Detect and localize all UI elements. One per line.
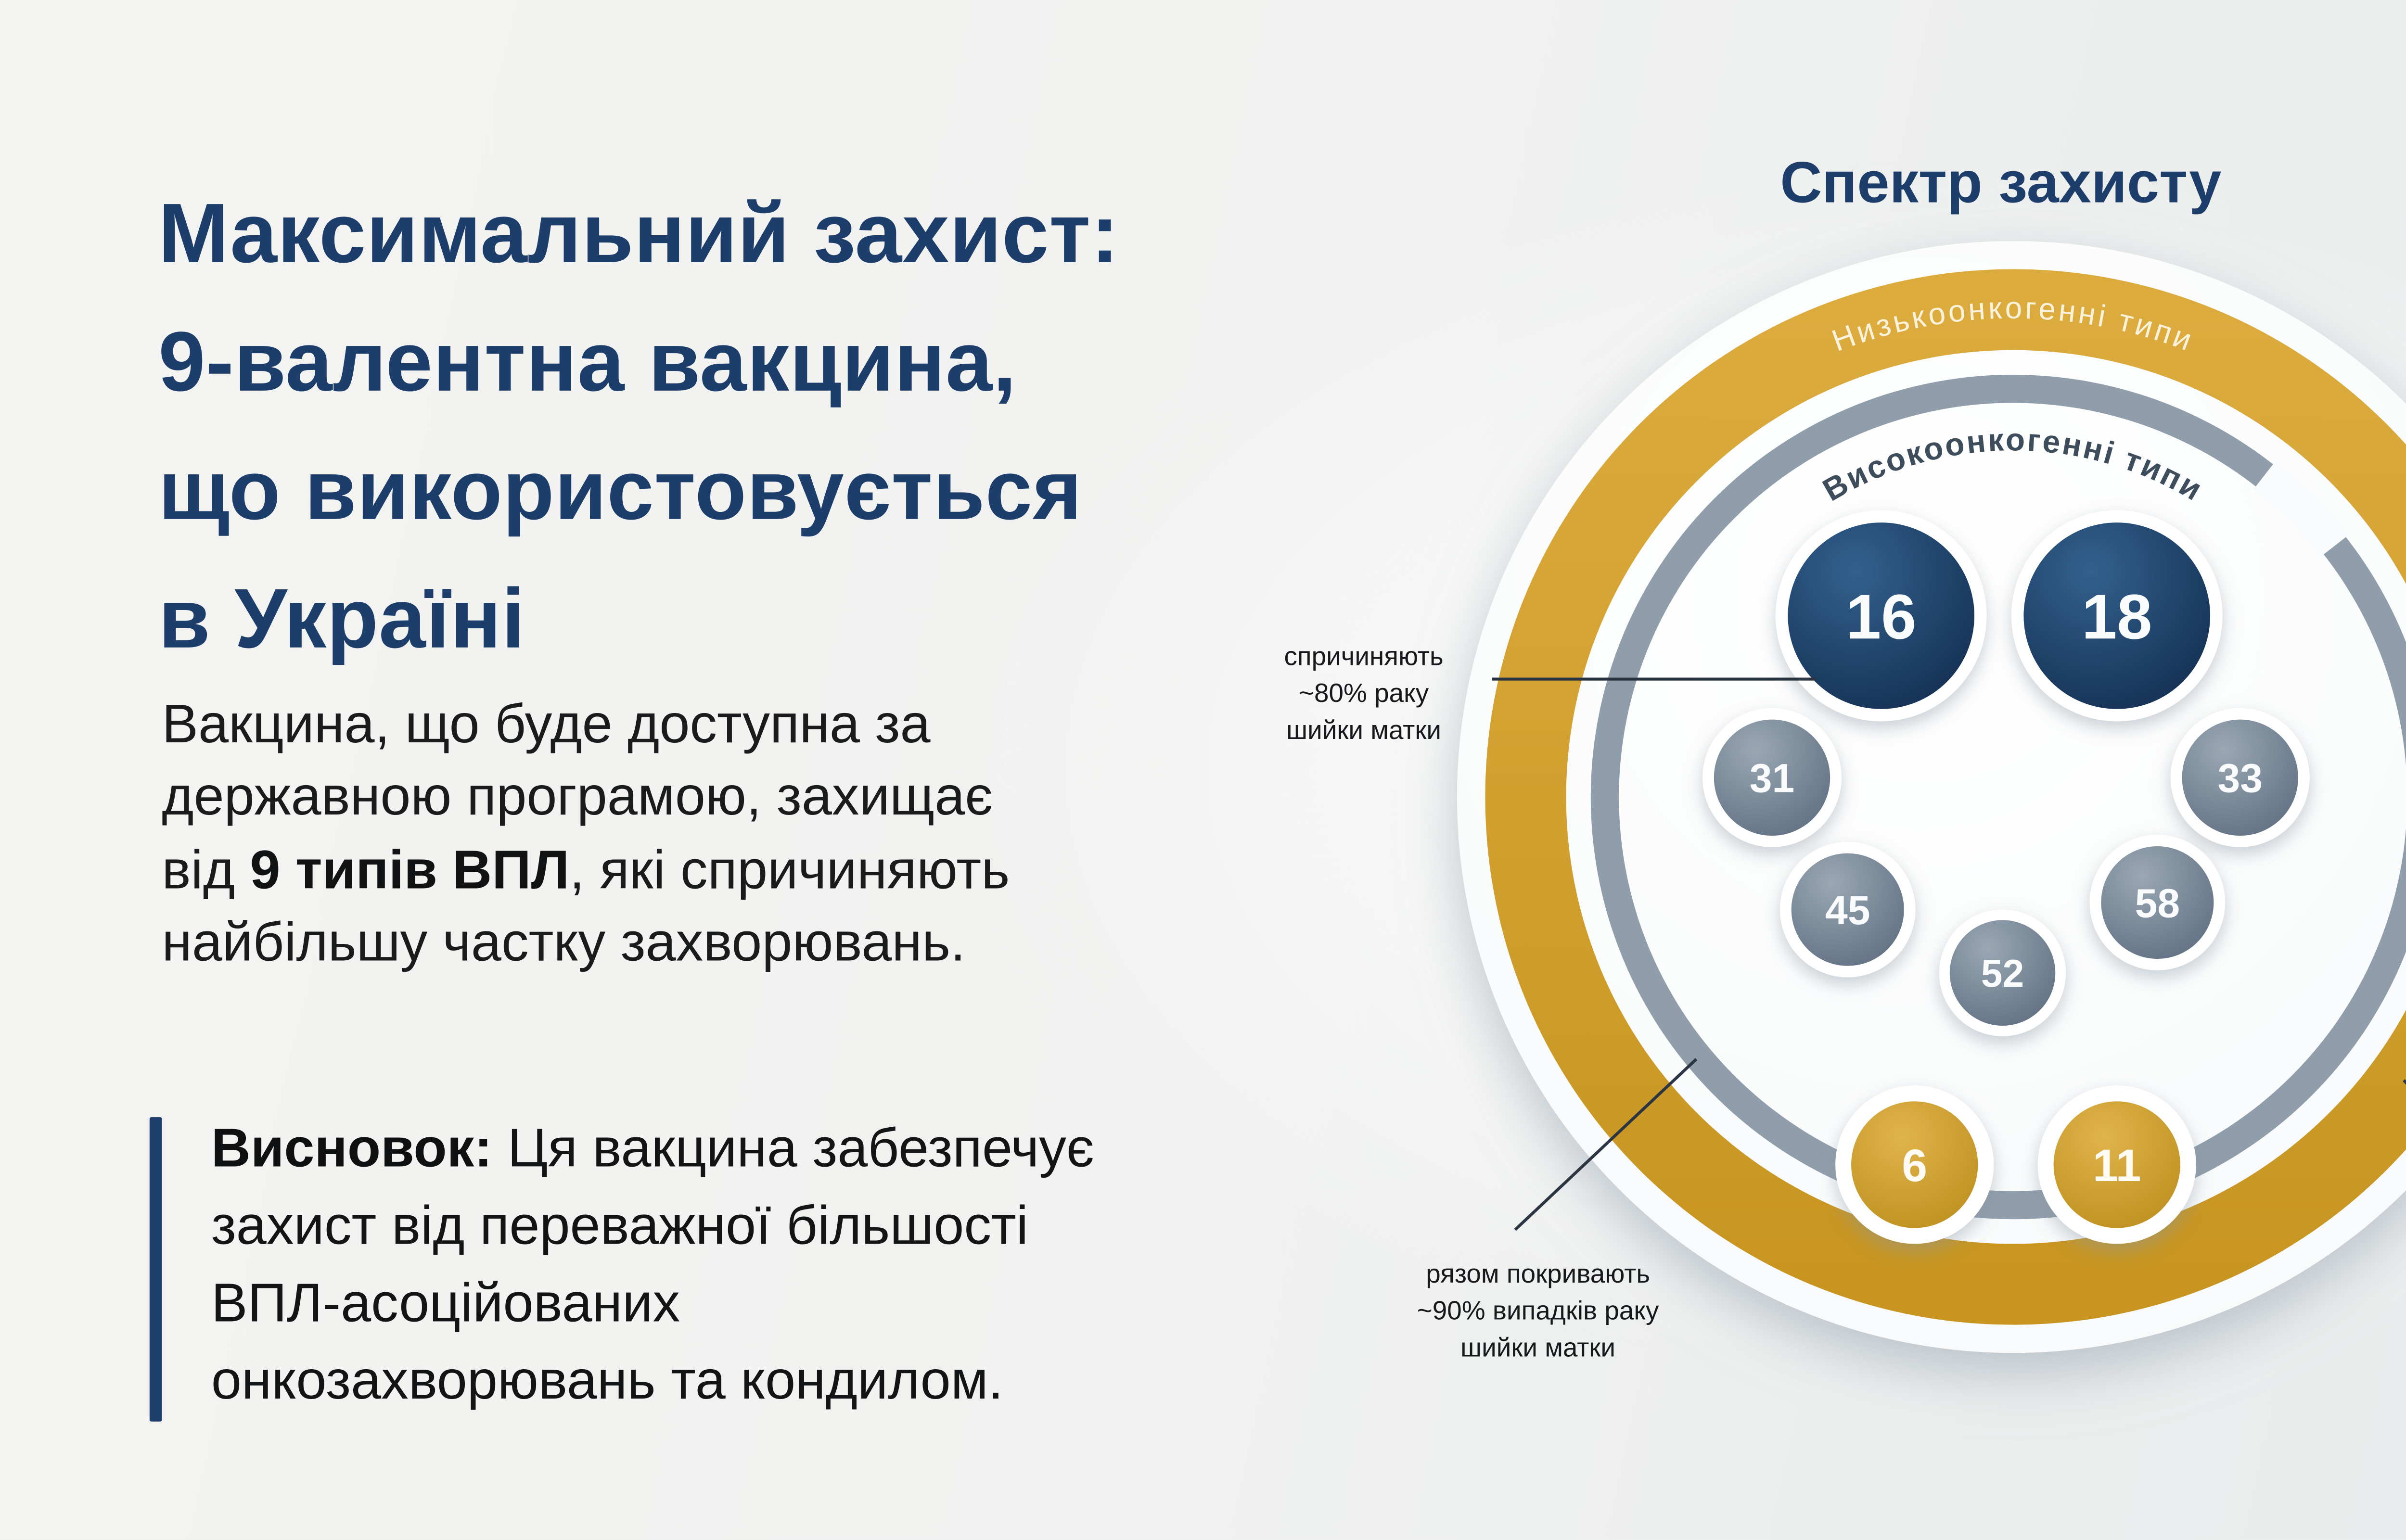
hpv-6-circle [1851, 1101, 1978, 1228]
annotation-high-risk-coverage: рязом покривають ~90% випадків раку шийк… [1417, 1260, 1659, 1364]
hpv-11-label: 11 [2093, 1140, 2141, 1191]
intro-text-end: , які спричиняють найбільшу частку захво… [162, 838, 1010, 973]
hpv-18-label: 18 [2082, 581, 2152, 652]
intro-text-bold-9types: 9 типів ВПЛ [250, 838, 570, 900]
hpv-52-circle [1949, 920, 2056, 1026]
diagram-title: Спектр захисту [1780, 149, 2222, 215]
hpv-58-label: 58 [2135, 880, 2180, 926]
hpv-16-label: 16 [1846, 581, 1916, 652]
intro-text-start: Вакцина, що буде доступна за державною п… [162, 693, 993, 900]
hpv-31-label: 31 [1750, 756, 1795, 801]
hpv-52-label: 52 [1981, 952, 2024, 995]
conclusion-body: Ця вакцина забезпечує захист від переваж… [211, 1117, 1094, 1411]
leader-line-high-risk-ring [1514, 1058, 1698, 1231]
hpv-18-circle [2023, 522, 2211, 709]
hpv-16-circle [1788, 522, 1975, 709]
high-risk-gray-ring [1591, 375, 2406, 1219]
hpv-45-label: 45 [1825, 888, 1870, 933]
hpv-31-circle [1714, 719, 1830, 836]
annotation-hpv16-cervical-cancer: спричиняють ~80% раку шийки матки [1284, 642, 1444, 746]
annotation-low-risk-causes: основні причини генітальних кондилом та … [2355, 1184, 2406, 1369]
hpv-33-label: 33 [2217, 756, 2263, 801]
main-title: Максимальний захист: 9-валентна вакцина,… [158, 188, 1120, 667]
gray-ring-gap [2252, 460, 2350, 558]
hpv-45-circle [1791, 853, 1904, 966]
low-risk-gold-ring [1485, 269, 2406, 1325]
hpv-33-circle [2182, 719, 2298, 836]
hpv-58-circle [2101, 846, 2214, 959]
hpv-11-circle [2053, 1101, 2180, 1228]
conclusion-label: Висновок: [211, 1117, 493, 1179]
hpv-6-label: 6 [1902, 1140, 1927, 1191]
conclusion-block: Висновок: Ця вакцина забезпечує захист в… [211, 1110, 1094, 1420]
intro-paragraph: Вакцина, що буде доступна за державною п… [162, 688, 1010, 979]
conclusion-accent-bar [149, 1117, 162, 1422]
protection-spectrum-diagram: Низькоонкогенні типи Високоонкогенні тип… [1457, 241, 2406, 1353]
outer-white-plate [1457, 241, 2406, 1353]
